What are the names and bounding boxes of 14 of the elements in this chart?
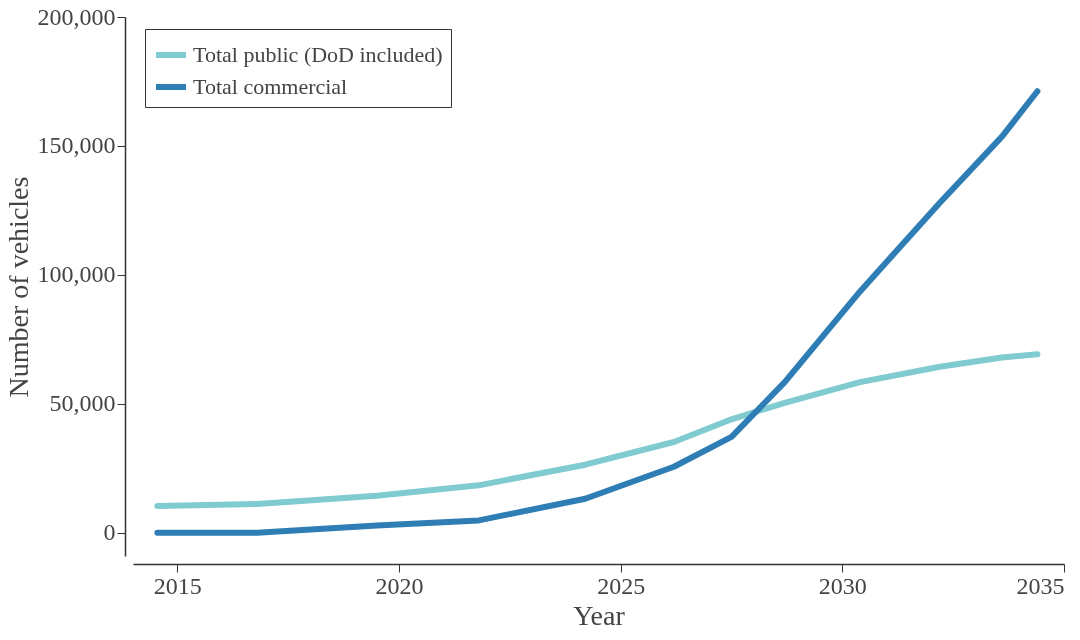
x-axis-title: Year xyxy=(573,599,626,631)
y-tick-label: 0 xyxy=(103,519,116,546)
y-tick-label: 50,000 xyxy=(49,390,116,417)
x-tick-label: 2025 xyxy=(597,572,646,599)
y-tick-label: 200,000 xyxy=(37,3,116,30)
x-tick-label: 2020 xyxy=(375,572,424,599)
legend-label: Total commercial xyxy=(193,74,348,99)
x-tick-label: 2030 xyxy=(818,572,867,599)
y-axis-title: Number of vehicles xyxy=(2,176,34,398)
x-tick-label: 2035 xyxy=(1016,572,1065,599)
legend-label: Total public (DoD included) xyxy=(193,42,443,67)
y-tick-label: 100,000 xyxy=(37,261,116,288)
y-tick-label: 150,000 xyxy=(37,132,116,159)
x-tick-label: 2015 xyxy=(153,572,202,599)
